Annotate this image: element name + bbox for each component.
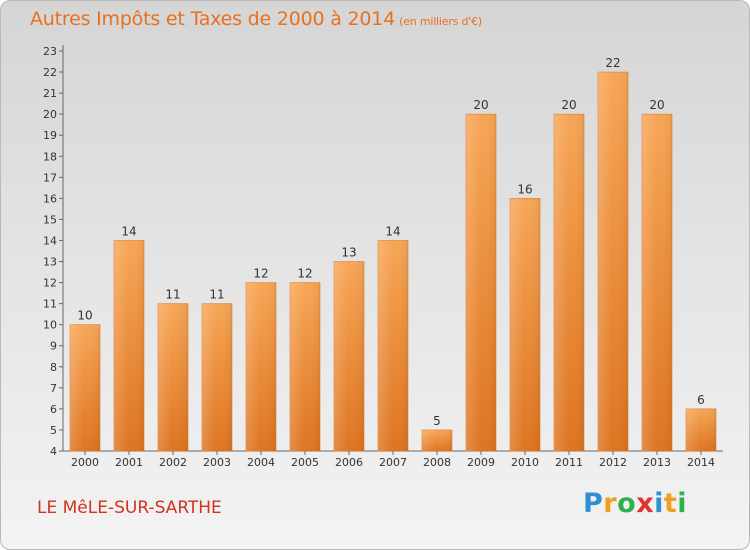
bar-shade-2001	[114, 240, 144, 451]
data-label-2000: 10	[77, 309, 92, 323]
x-tick-label-2007: 2007	[379, 456, 407, 469]
y-tick-label: 10	[43, 319, 57, 332]
x-tick-label-2006: 2006	[335, 456, 363, 469]
data-label-2012: 22	[605, 56, 620, 70]
x-tick-label-2013: 2013	[643, 456, 671, 469]
y-tick-label: 8	[50, 361, 57, 374]
y-tick-label: 15	[43, 213, 57, 226]
proxiti-logo: Proxiti	[583, 488, 687, 519]
bar-shade-2009	[466, 114, 496, 451]
x-tick-label-2002: 2002	[159, 456, 187, 469]
bar-shade-2012	[598, 72, 628, 451]
data-label-2007: 14	[385, 224, 400, 238]
bar-shade-2008	[422, 429, 452, 451]
y-tick-label: 5	[50, 424, 57, 437]
data-label-2001: 14	[121, 224, 136, 238]
logo-letter: i	[654, 488, 664, 519]
bar-shade-2007	[378, 240, 408, 451]
bar-shade-2013	[642, 114, 672, 451]
x-tick-label-2008: 2008	[423, 456, 451, 469]
data-label-2002: 11	[165, 288, 180, 302]
logo-letter: i	[677, 488, 688, 519]
bar-shade-2000	[70, 324, 100, 451]
data-label-2004: 12	[253, 267, 268, 281]
y-tick-label: 11	[43, 298, 57, 311]
logo-letter: o	[617, 488, 637, 519]
y-tick-label: 12	[43, 277, 57, 290]
bar-shade-2011	[554, 114, 584, 451]
y-tick-label: 16	[43, 192, 57, 205]
x-tick-label-2000: 2000	[71, 456, 99, 469]
data-label-2003: 11	[209, 288, 224, 302]
bar-shade-2006	[334, 261, 364, 451]
bar-shade-2004	[246, 282, 276, 451]
y-tick-label: 7	[50, 382, 57, 395]
y-tick-label: 6	[50, 403, 57, 416]
y-tick-label: 17	[43, 171, 57, 184]
x-tick-label-2005: 2005	[291, 456, 319, 469]
x-tick-label-2014: 2014	[687, 456, 715, 469]
chart-title: Autres Impôts et Taxes de 2000 à 2014 (en…	[30, 8, 482, 30]
y-tick-label: 9	[50, 340, 57, 353]
chart-unit: (en milliers d'€)	[399, 15, 482, 28]
x-tick-label-2011: 2011	[555, 456, 583, 469]
data-label-2006: 13	[341, 246, 356, 260]
x-tick-label-2009: 2009	[467, 456, 495, 469]
x-tick-label-2001: 2001	[115, 456, 143, 469]
data-label-2011: 20	[561, 98, 576, 112]
data-label-2008: 5	[433, 414, 441, 428]
y-tick-label: 23	[43, 45, 57, 58]
y-tick-label: 22	[43, 66, 57, 79]
logo-letter: x	[636, 488, 655, 519]
logo-letter: P	[583, 488, 604, 519]
y-tick-label: 19	[43, 129, 57, 142]
logo-letter: t	[663, 488, 678, 519]
bar-shade-2003	[202, 303, 232, 451]
y-tick-label: 18	[43, 150, 57, 163]
bar-shade-2002	[158, 303, 188, 451]
y-tick-label: 21	[43, 87, 57, 100]
data-label-2010: 16	[517, 182, 532, 196]
y-tick-label: 13	[43, 256, 57, 269]
bar-shade-2010	[510, 198, 540, 451]
y-tick-label: 14	[43, 234, 57, 247]
bar-shade-2014	[686, 408, 716, 451]
data-label-2005: 12	[297, 267, 312, 281]
data-label-2009: 20	[473, 98, 488, 112]
y-tick-label: 4	[50, 445, 57, 458]
logo-letter: r	[603, 488, 618, 519]
chart-title-text: Autres Impôts et Taxes de 2000 à 2014	[30, 8, 396, 30]
x-tick-label-2003: 2003	[203, 456, 231, 469]
y-tick-label: 20	[43, 108, 57, 121]
bar-shade-2005	[290, 282, 320, 451]
data-label-2013: 20	[649, 98, 664, 112]
x-tick-label-2012: 2012	[599, 456, 627, 469]
town-name: LE MêLE-SUR-SARTHE	[37, 498, 222, 518]
x-tick-label-2004: 2004	[247, 456, 275, 469]
data-label-2014: 6	[697, 393, 705, 407]
x-tick-label-2010: 2010	[511, 456, 539, 469]
